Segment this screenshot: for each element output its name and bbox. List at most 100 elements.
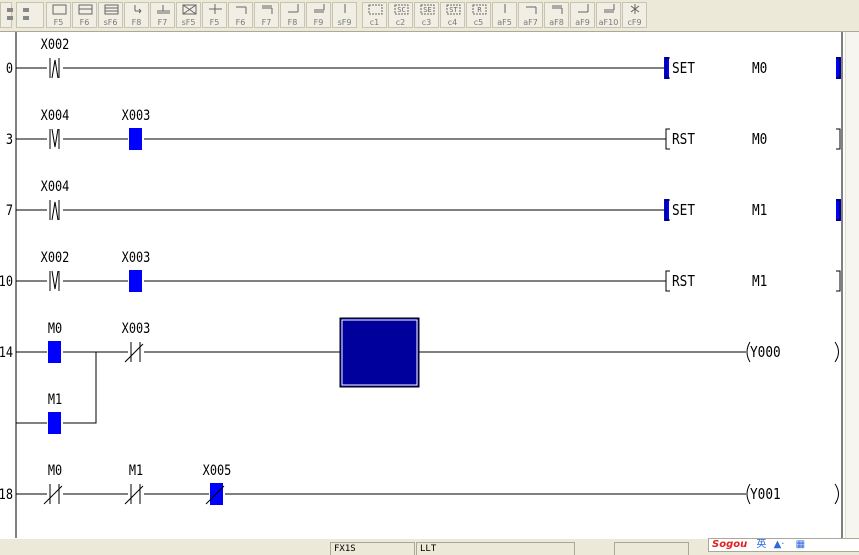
toolbar-key-label: cF9 — [627, 18, 642, 27]
on-state-highlight — [129, 128, 142, 150]
contact-falling-pulse[interactable]: X004 — [41, 108, 70, 149]
on-state-highlight — [836, 199, 841, 221]
toolbar-button-sf9[interactable]: sF9 — [332, 2, 357, 28]
toolbar-key-label: aF9 — [575, 18, 590, 27]
contact-no[interactable]: M1 — [47, 392, 63, 434]
vertical-scrollbar[interactable] — [845, 32, 859, 538]
toolbar-button-f5[interactable]: F5 — [46, 2, 71, 28]
contact-label: X002 — [41, 37, 70, 53]
output-instruction[interactable]: SET M1 — [664, 199, 841, 221]
step-number: 14 — [0, 345, 13, 361]
output-instruction[interactable]: RST M0 — [665, 128, 841, 150]
ime-punct-icon[interactable]: ▲· — [773, 539, 785, 550]
vertical-line-icon — [344, 4, 346, 13]
toolbar-button-af10[interactable]: aF10 — [596, 2, 621, 28]
svg-text:R: R — [477, 6, 482, 14]
instruction-name: SET — [672, 60, 696, 77]
toolbar-key-label: F9 — [313, 18, 324, 27]
toolbar-key-label: F6 — [79, 18, 90, 27]
double-corner-line-icon — [552, 5, 563, 14]
ladder-button[interactable] — [0, 2, 13, 28]
closed-contact-icon — [78, 4, 93, 15]
bottom-line-icon — [288, 4, 299, 13]
toolbar-button-sf5[interactable]: sF5 — [176, 2, 201, 28]
toolbar-button-f6[interactable]: F6 — [228, 2, 253, 28]
rung-3[interactable]: 3 X004 X003 RST M0 — [6, 108, 841, 150]
ladder-diagram: 0 X002 SET M0 3 X004 X003 RST M0 7 X004 SET M1 10 X002… — [0, 32, 843, 538]
edit-cursor[interactable] — [339, 317, 420, 388]
instruction-operand: M0 — [752, 60, 767, 77]
toolbar-button-f9[interactable]: F9 — [306, 2, 331, 28]
contact-nc[interactable]: X005 — [203, 463, 232, 505]
toolbar-button-f5[interactable]: F5 — [202, 2, 227, 28]
rung-10[interactable]: 10 X002 X003 RST M1 — [0, 250, 841, 292]
contact-no[interactable]: X003 — [122, 250, 151, 292]
step-number: 0 — [6, 61, 13, 77]
double-bottom-line-icon — [604, 4, 615, 13]
bottom-line-icon — [578, 4, 589, 13]
output-coil[interactable]: Y000 — [746, 341, 839, 363]
contact-label: X005 — [203, 463, 232, 479]
toolbar-button-c2[interactable]: SC c2 — [388, 2, 413, 28]
double-corner-line-icon — [262, 5, 273, 14]
instruction-operand: M1 — [752, 273, 767, 290]
ime-toolbar[interactable]: Sogou 英 ▲· ▦ — [708, 538, 859, 552]
contact-rising-pulse[interactable]: X002 — [41, 37, 70, 79]
toolbar-button-f8[interactable]: F8 — [124, 2, 149, 28]
corner-line-icon — [526, 6, 537, 14]
toolbar-key-label: c2 — [395, 18, 406, 27]
toolbar-button-af9[interactable]: aF9 — [570, 2, 595, 28]
contact-no[interactable]: X003 — [122, 108, 151, 150]
on-state-highlight — [48, 341, 61, 363]
on-state-highlight — [48, 412, 61, 434]
ladder-editor[interactable]: 0 X002 SET M0 3 X004 X003 RST M0 7 X004 SET M1 10 X002… — [0, 32, 845, 538]
contact-label: X003 — [122, 250, 151, 266]
ime-keyboard-icon[interactable]: ▦ — [795, 539, 806, 550]
toolbar-button-c4[interactable]: ST c4 — [440, 2, 465, 28]
toolbar-key-label: sF5 — [181, 18, 196, 27]
contact-nc[interactable]: M1 — [124, 463, 144, 505]
toolbar-button-c1[interactable]: c1 — [362, 2, 387, 28]
contact-no[interactable]: M0 — [47, 321, 63, 363]
toolbar-key-label: c5 — [473, 18, 484, 27]
st-icon: ST — [446, 4, 461, 15]
toolbar-button-f8[interactable]: F8 — [280, 2, 305, 28]
toolbar-button-sf6[interactable]: sF6 — [98, 2, 123, 28]
toolbar-button-f6[interactable]: F6 — [72, 2, 97, 28]
instruction-name: RST — [672, 273, 696, 290]
coil-operand: Y001 — [750, 486, 781, 503]
on-state-highlight — [129, 270, 142, 292]
toolbar-button-cf9[interactable]: cF9 — [622, 2, 647, 28]
contact-nc[interactable]: X003 — [122, 321, 151, 363]
toolbar-button-af7[interactable]: aF7 — [518, 2, 543, 28]
toolbar-left-group — [0, 2, 45, 28]
parallel-closed-contact-icon — [104, 4, 119, 15]
output-instruction[interactable]: SET M0 — [664, 57, 841, 79]
output-coil[interactable]: Y001 — [746, 483, 839, 505]
ime-language[interactable]: 英 — [756, 539, 767, 550]
step-number: 3 — [6, 132, 13, 148]
ladder-symbol-toolbar: F5 F6 sF6 F8 F7 sF5 F5 F6 F7 F8 F9 sF9 c1 SC c2 SE c3 ST c… — [46, 2, 648, 28]
contact-label: X003 — [122, 108, 151, 124]
box-icon — [368, 4, 383, 15]
toolbar-button-af5[interactable]: aF5 — [492, 2, 517, 28]
rung-14[interactable]: 14 M0 X003 M1 Y000 — [0, 317, 839, 434]
step-number: 18 — [0, 487, 13, 503]
contact-rising-pulse[interactable]: X004 — [41, 179, 70, 221]
sort-button[interactable] — [16, 2, 44, 28]
contact-label: X004 — [41, 108, 70, 124]
toolbar-button-f7[interactable]: F7 — [150, 2, 175, 28]
toolbar-button-af8[interactable]: aF8 — [544, 2, 569, 28]
open-contact-icon — [52, 4, 67, 15]
toolbar-button-c3[interactable]: SE c3 — [414, 2, 439, 28]
rung-18[interactable]: 18 M0 M1 X005 Y001 — [0, 463, 839, 505]
toolbar-key-label: c3 — [421, 18, 432, 27]
output-instruction[interactable]: RST M1 — [665, 270, 841, 292]
rung-0[interactable]: 0 X002 SET M0 — [6, 37, 841, 79]
rung-7[interactable]: 7 X004 SET M1 — [6, 179, 841, 221]
r-icon: R — [472, 4, 487, 15]
contact-falling-pulse[interactable]: X002 — [41, 250, 70, 291]
toolbar-button-f7[interactable]: F7 — [254, 2, 279, 28]
contact-nc[interactable]: M0 — [43, 463, 63, 505]
